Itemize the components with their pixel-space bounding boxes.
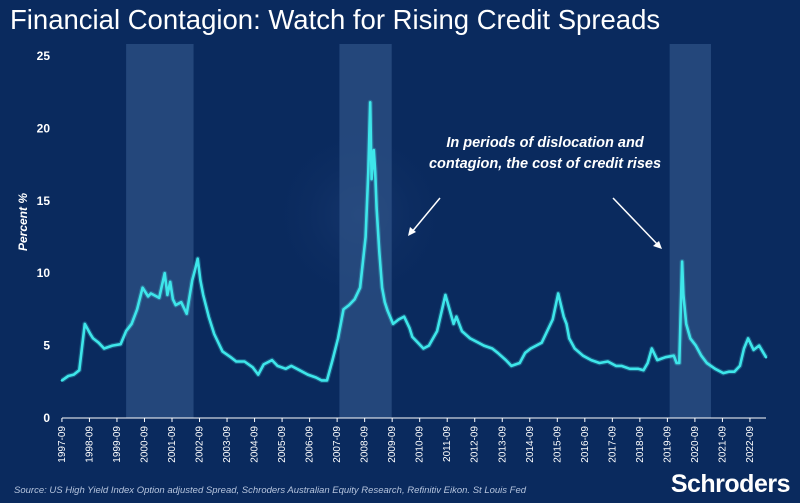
- x-tick-label: 2022-09: [745, 426, 756, 463]
- y-axis-label: Percent %: [16, 193, 30, 251]
- x-tick-label: 2008-09: [360, 426, 371, 463]
- shaded-period-1: [126, 44, 194, 418]
- x-tick-label: 1999-09: [112, 426, 123, 463]
- x-tick-label: 2000-09: [139, 426, 150, 463]
- series-line-1: [60, 101, 768, 382]
- brand-logo: Schroders: [670, 470, 791, 498]
- annotation-arrowhead-right: [653, 241, 662, 249]
- x-tick-label: 2011-09: [442, 426, 453, 462]
- x-tick-label: 2002-09: [195, 426, 206, 463]
- x-tick-label: 2006-09: [305, 426, 316, 463]
- x-tick-label: 2012-09: [470, 426, 481, 463]
- annotation-arrowhead-left: [408, 227, 416, 236]
- y-tick-label: 20: [37, 121, 51, 135]
- x-tick-label: 2003-09: [222, 426, 233, 463]
- x-tick-label: 1997-09: [57, 426, 68, 463]
- x-tick-label: 2009-09: [387, 426, 398, 463]
- x-tick-label: 2004-09: [250, 426, 261, 463]
- y-tick-label: 15: [37, 194, 51, 208]
- x-tick-label: 2020-09: [690, 426, 701, 463]
- annotation-text: In periods of dislocation and contagion,…: [428, 135, 662, 172]
- x-tick-label: 2019-09: [662, 426, 673, 463]
- chart-title: Financial Contagion: Watch for Rising Cr…: [10, 4, 661, 35]
- x-tick-label: 2010-09: [415, 426, 426, 463]
- x-tick-label: 2016-09: [580, 426, 591, 463]
- x-tick-label: 2017-09: [607, 426, 618, 463]
- x-tick-label: 2015-09: [552, 426, 563, 463]
- annotation-arrow-left: [410, 197, 441, 234]
- source-note: Source: US High Yield Index Option adjus…: [14, 485, 527, 496]
- y-tick-label: 25: [37, 49, 51, 63]
- y-tick-label: 0: [43, 411, 50, 425]
- x-tick-label: 2021-09: [717, 426, 728, 463]
- x-tick-label: 2001-09: [167, 426, 178, 463]
- annotation-arrow-right: [612, 197, 660, 247]
- x-tick-label: 2018-09: [635, 426, 646, 463]
- shaded-period-3: [669, 44, 711, 418]
- x-tick-label: 2007-09: [332, 426, 343, 463]
- x-tick-label: 1998-09: [84, 426, 95, 463]
- x-tick-label: 2014-09: [525, 426, 536, 463]
- y-tick-label: 10: [37, 266, 51, 280]
- x-tick-label: 2005-09: [277, 426, 288, 463]
- y-tick-label: 5: [43, 339, 50, 353]
- x-tick-label: 2013-09: [497, 426, 508, 463]
